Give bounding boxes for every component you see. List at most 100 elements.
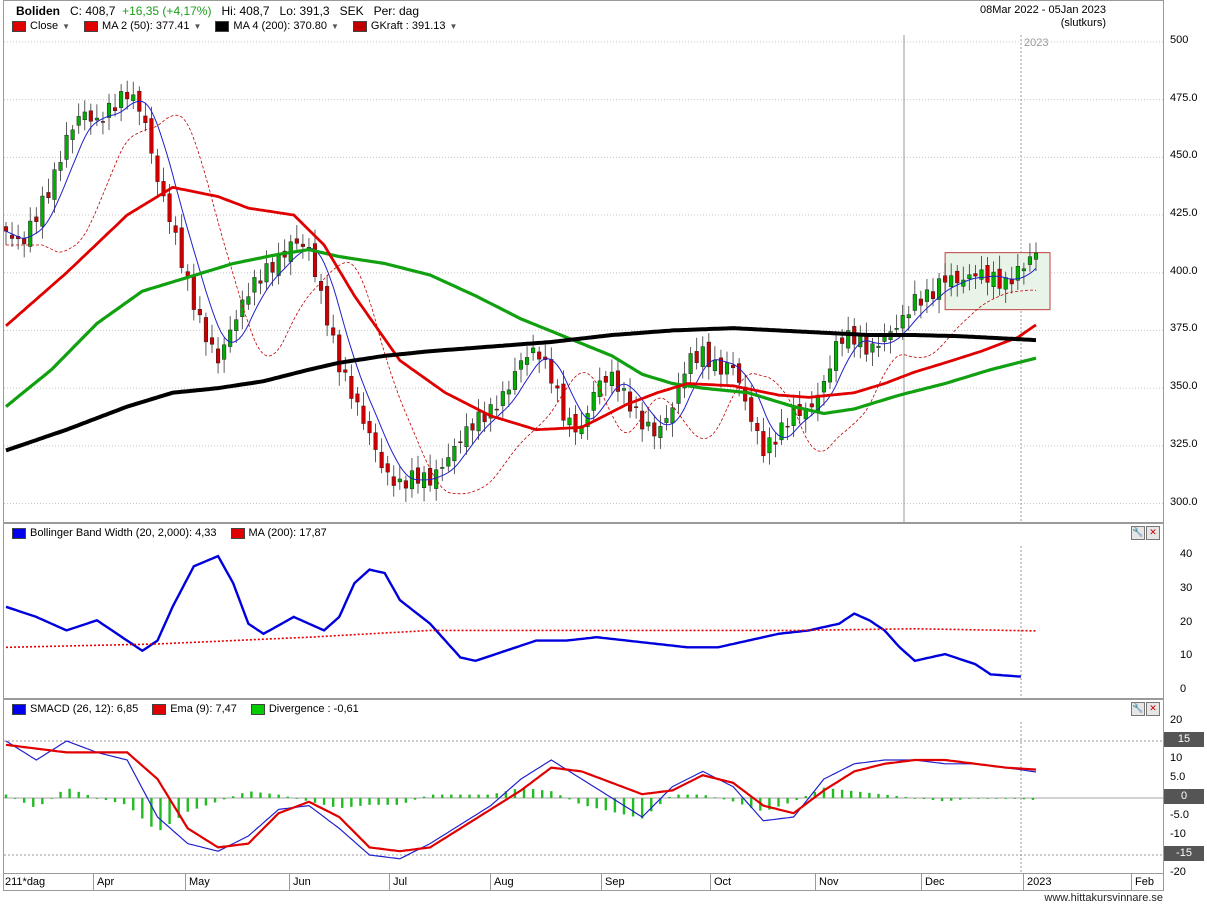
candle-body [821,381,826,393]
divergence-bar [477,794,480,798]
candle-body [337,334,342,373]
divergence-bar [904,796,907,798]
candle-body [997,268,1002,289]
divergence-bar [13,798,17,799]
bbw-y-tick-label: 40 [1180,548,1193,561]
divergence-bar [232,796,235,798]
candle-body [428,467,433,486]
main-legend-item[interactable]: MA 2 (50): 377.41 ▼ [80,19,205,33]
candle-body [870,343,875,353]
divergence-bar [77,791,80,798]
legend-label: SMACD (26, 12): 6,85 [30,703,139,715]
candle-body [864,335,869,355]
divergence-bar [4,794,8,798]
candle-body [100,121,105,123]
footer-site[interactable]: www.hittakursvinnare.se [1044,892,1163,904]
divergence-bar [441,794,444,798]
candle-body [500,391,505,406]
divergence-bar [277,794,280,798]
bb-legend-item[interactable]: MA (200): 17,87 [227,526,331,540]
candle-body [531,347,536,354]
candle-body [131,94,136,101]
candle-body [876,345,881,348]
bbw-settings-button[interactable]: 🔧 [1131,526,1145,540]
candle-body [918,298,923,306]
candle-body [603,376,608,383]
chevron-down-icon[interactable]: ▼ [449,21,458,31]
divergence-bar [550,791,553,798]
ma50-line [5,185,1037,432]
candle-body [664,418,669,423]
divergence-bar [995,798,998,799]
candle-body [512,371,517,390]
x-axis-month-label: Sep [605,876,625,888]
divergence-bar [813,791,817,798]
candle-body [106,102,112,118]
date-range-text: 08Mar 2022 - 05Jan 2023 [980,4,1106,16]
main-legend-item[interactable]: GKraft : 391.13 ▼ [349,19,462,33]
candle-body [785,425,790,428]
main-legend-item[interactable]: MA 4 (200): 370.80 ▼ [211,19,342,33]
divergence-bar [668,796,671,798]
candle-body [379,451,384,469]
macd-settings-button[interactable]: 🔧 [1131,702,1145,716]
candle-body [1009,278,1014,285]
candle-body [718,357,723,375]
candle-body [252,277,257,293]
candle-body [773,441,778,445]
chevron-down-icon[interactable]: ▼ [330,21,339,31]
main-legend-item[interactable]: Close ▼ [8,19,74,33]
macd-legend-item[interactable]: SMACD (26, 12): 6,85 [8,702,142,716]
currency: SEK [339,4,364,18]
candle-body [585,413,590,427]
candle-body [646,421,651,427]
bbw-close-button[interactable]: ✕ [1146,526,1160,540]
chevron-down-icon[interactable]: ▼ [62,21,71,31]
candle-body [549,359,554,384]
legend-swatch [230,527,245,539]
candle-body [397,478,402,483]
divergence-bar [322,798,326,805]
legend-label: MA 4 (200): 370.80 [233,20,327,32]
candle-body [343,369,348,373]
price-chart-svg[interactable]: 2023 [4,1,1165,524]
legend-label: Divergence : -0,61 [268,703,359,715]
candle-body [64,134,69,160]
x-axis-tick [815,874,816,890]
candle-body [40,195,45,227]
candle-body [476,411,481,432]
divergence-bar [777,798,780,807]
x-axis-month-label: Jun [293,876,311,888]
candles [4,80,1039,502]
macd-y-tick-label: 5.0 [1170,771,1186,783]
macd-legend-item[interactable]: Ema (9): 7,47 [148,702,241,716]
legend-swatch [352,20,367,32]
candle-body [234,319,239,331]
divergence-bar [404,798,408,803]
candle-body [440,467,445,469]
divergence-bar [531,789,535,798]
y-tick-label: 425.0 [1170,207,1198,220]
macd-legend-item[interactable]: Divergence : -0,61 [247,702,363,716]
divergence-bar [922,798,926,800]
macd-chart-svg [4,722,1165,874]
candle-body [1021,268,1026,272]
macd-close-button[interactable]: ✕ [1146,702,1160,716]
x-axis-tick [1131,874,1132,890]
chevron-down-icon[interactable]: ▼ [193,21,202,31]
x-axis-month-label: Jul [393,876,408,888]
candle-body [834,341,839,371]
bb-legend-item[interactable]: Bollinger Band Width (20, 2,000): 4,33 [8,526,221,540]
x-axis: 211*dag Apr May Jun Jul Aug Sep Oct Nov Dec 2023 Fe… [3,873,1164,890]
candle-body [258,280,263,284]
x-axis-month-label: Oct [714,876,732,888]
candle-body [22,238,27,245]
x-axis-month-label: Dec [925,876,945,888]
divergence-bar [286,796,289,798]
candle-body [943,275,948,283]
candle-body [10,234,15,239]
divergence-bar [695,794,698,798]
candle-body [846,330,851,349]
candle-body [94,117,99,121]
divergence-bar [1004,798,1007,799]
